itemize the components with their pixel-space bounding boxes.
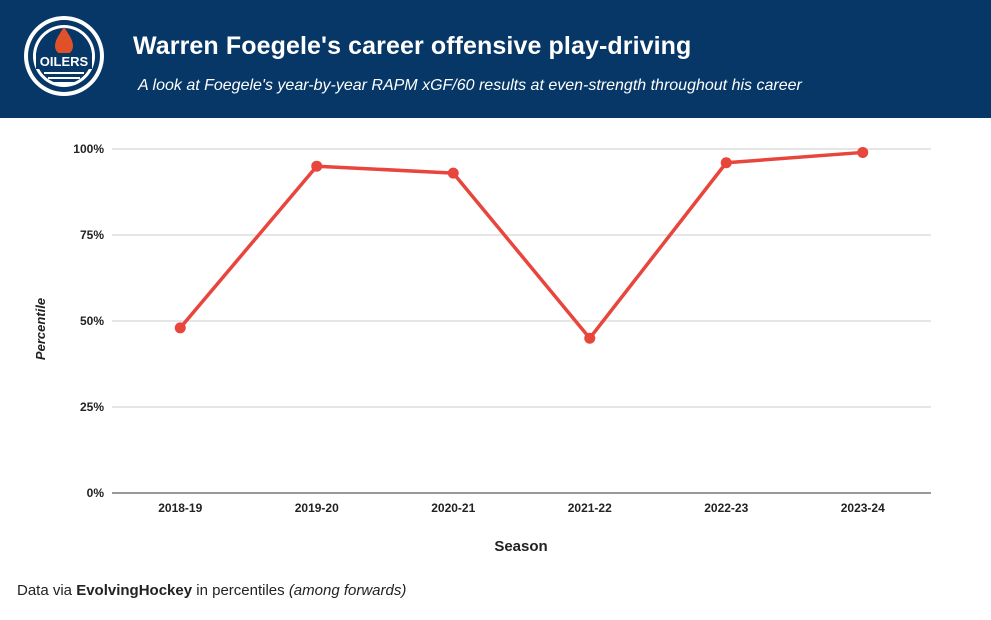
x-tick-label: 2022-23	[704, 501, 748, 515]
y-tick-label: 100%	[73, 142, 104, 156]
data-point	[584, 332, 596, 344]
y-axis-label: Percentile	[33, 298, 48, 360]
x-tick-label: 2020-21	[431, 501, 475, 515]
data-point	[720, 157, 732, 169]
gridlines	[112, 148, 931, 408]
page-title: Warren Foegele's career offensive play-d…	[133, 32, 692, 60]
y-tick-label: 75%	[80, 228, 104, 242]
source-name: EvolvingHockey	[76, 582, 193, 599]
series-layer	[174, 146, 869, 344]
source-middle: in percentiles	[192, 582, 289, 599]
header-banner: OILERS Warren Foegele's career offensive…	[0, 0, 991, 118]
page-subtitle: A look at Foegele's year-by-year RAPM xG…	[138, 77, 802, 94]
source-prefix: Data via	[17, 582, 77, 599]
x-tick-labels: 2018-19 2019-20 2020-21 2021-22 2022-23 2023-…	[158, 501, 885, 515]
data-point	[311, 160, 323, 172]
data-point	[447, 167, 459, 179]
x-tick-label: 2021-22	[568, 501, 612, 515]
logo-wordmark: OILERS	[40, 54, 89, 69]
data-source-note: Data via EvolvingHockey in percentiles (…	[17, 582, 406, 599]
y-tick-label: 25%	[80, 400, 104, 414]
data-point	[174, 322, 186, 334]
line-chart: 0% 25% 50% 75% 100% 2018-19 2019-20 2020-21 202…	[33, 142, 931, 555]
data-point	[857, 146, 869, 158]
source-note: (among forwards)	[288, 582, 407, 599]
x-axis-label: Season	[494, 538, 547, 555]
x-tick-label: 2019-20	[295, 501, 339, 515]
y-tick-label: 50%	[80, 314, 104, 328]
x-tick-label: 2018-19	[158, 501, 202, 515]
oilers-logo: OILERS	[24, 16, 104, 96]
y-tick-labels: 0% 25% 50% 75% 100%	[73, 142, 104, 500]
x-tick-label: 2023-24	[841, 501, 885, 515]
series-line	[178, 150, 863, 340]
y-tick-label: 0%	[87, 486, 105, 500]
